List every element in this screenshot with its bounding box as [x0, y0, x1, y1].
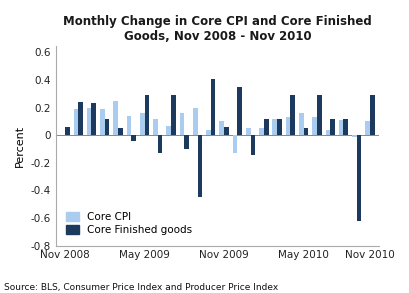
Bar	[364, 121, 369, 135]
Bar	[131, 135, 135, 141]
Bar	[100, 109, 104, 135]
Bar	[285, 117, 290, 135]
Bar	[258, 128, 263, 135]
Bar	[166, 126, 171, 135]
Title: Monthly Change in Core CPI and Core Finished
Goods, Nov 2008 - Nov 2010: Monthly Change in Core CPI and Core Fini…	[63, 15, 371, 43]
Bar	[298, 113, 303, 135]
Y-axis label: Percent: Percent	[15, 125, 25, 167]
Bar	[179, 113, 184, 135]
Bar	[139, 113, 144, 135]
Bar	[87, 108, 91, 135]
Bar	[237, 87, 241, 135]
Bar	[250, 135, 255, 154]
Bar	[263, 119, 268, 135]
Bar	[276, 119, 281, 135]
Bar	[219, 121, 224, 135]
Bar	[197, 135, 202, 197]
Bar	[303, 128, 308, 135]
Bar	[210, 79, 215, 135]
Bar	[104, 119, 109, 135]
Bar	[224, 127, 228, 135]
Bar	[338, 120, 343, 135]
Legend: Core CPI, Core Finished goods: Core CPI, Core Finished goods	[61, 206, 197, 240]
Bar	[272, 119, 276, 135]
Bar	[73, 109, 78, 135]
Bar	[118, 128, 122, 135]
Bar	[245, 128, 250, 135]
Bar	[325, 130, 329, 135]
Bar	[113, 101, 118, 135]
Bar	[171, 95, 175, 135]
Bar	[78, 102, 83, 135]
Bar	[329, 119, 334, 135]
Bar	[193, 108, 197, 135]
Bar	[343, 119, 347, 135]
Bar	[351, 135, 356, 137]
Bar	[232, 135, 237, 153]
Text: Source: BLS, Consumer Price Index and Producer Price Index: Source: BLS, Consumer Price Index and Pr…	[4, 282, 278, 292]
Bar	[356, 135, 360, 221]
Bar	[290, 95, 294, 135]
Bar	[91, 103, 96, 135]
Bar	[184, 135, 189, 149]
Bar	[65, 127, 70, 135]
Bar	[206, 130, 210, 135]
Bar	[144, 95, 149, 135]
Bar	[369, 95, 374, 135]
Bar	[157, 135, 162, 153]
Bar	[316, 95, 321, 135]
Bar	[126, 116, 131, 135]
Bar	[312, 117, 316, 135]
Bar	[153, 119, 157, 135]
